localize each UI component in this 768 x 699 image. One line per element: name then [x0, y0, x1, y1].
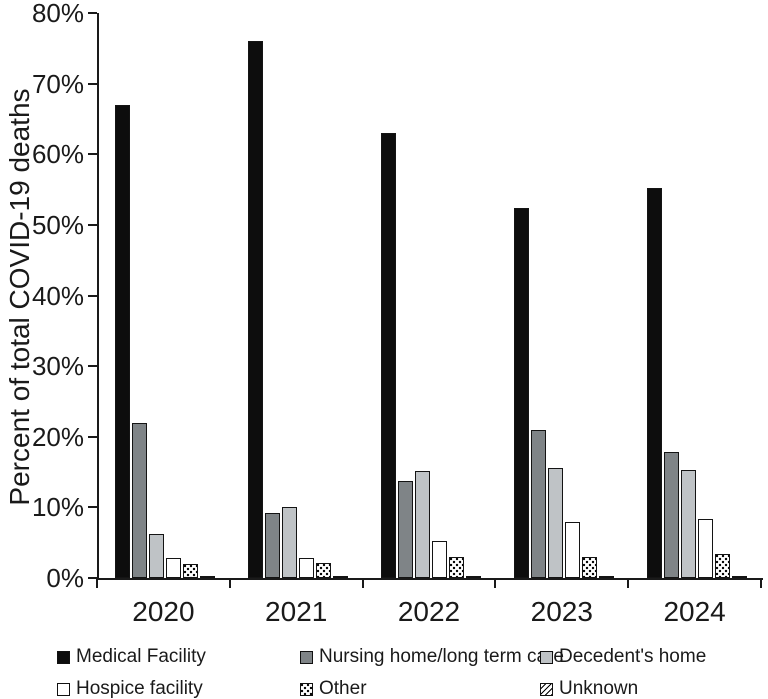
- legend-item-decedent-s-home: Decedent's home: [540, 646, 757, 668]
- x-axis-tick: [760, 578, 762, 588]
- y-axis-tick-label: 80%: [31, 0, 84, 28]
- legend-item-nursing-home-long-term-care: Nursing home/long term care: [300, 646, 564, 668]
- y-axis-tick: [88, 506, 97, 509]
- legend: Medical Facility Nursing home/long term c…: [57, 646, 757, 699]
- bar-decedent-s-home: [282, 507, 298, 578]
- bar-decedent-s-home: [680, 469, 696, 578]
- legend-swatch-icon: [540, 682, 553, 696]
- bar-group-2021: [232, 13, 365, 578]
- bar-nursing-home-long-term-care: [663, 452, 679, 578]
- bar-nursing-home-long-term-care: [265, 513, 281, 578]
- y-axis-tick-label: 10%: [31, 492, 84, 523]
- x-axis-category-label: 2020: [132, 596, 195, 627]
- bar-hospice-facility: [697, 518, 713, 578]
- legend-item-medical-facility: Medical Facility: [57, 646, 300, 668]
- bar-medical-facility: [380, 133, 396, 578]
- bar-hospice-facility: [166, 558, 182, 578]
- y-axis-tick: [88, 294, 97, 297]
- bar-decedent-s-home: [414, 471, 430, 578]
- y-axis-tick-label: 50%: [31, 209, 84, 240]
- legend-swatch-icon: [300, 682, 313, 696]
- legend-label: Other: [319, 678, 367, 699]
- bar-medical-facility: [646, 188, 662, 578]
- bar-nursing-home-long-term-care: [530, 429, 546, 578]
- bar-nursing-home-long-term-care: [397, 480, 413, 578]
- y-axis-tick-label: 60%: [31, 139, 84, 170]
- bar-group-2024: [630, 13, 763, 578]
- bar-hospice-facility: [431, 540, 447, 578]
- y-axis-tick: [88, 82, 97, 85]
- bar-decedent-s-home: [149, 533, 165, 578]
- y-axis-tick: [88, 12, 97, 14]
- legend-swatch-icon: [540, 650, 553, 664]
- legend-item-unknown: Unknown: [540, 678, 757, 699]
- bar-medical-facility: [513, 207, 529, 578]
- plot-area: [97, 13, 763, 580]
- legend-label: Unknown: [559, 678, 639, 699]
- bar-other: [448, 556, 464, 578]
- y-axis-tick-label: 70%: [31, 68, 84, 99]
- y-axis-tick: [88, 223, 97, 226]
- legend-swatch-icon: [57, 682, 70, 696]
- x-axis-category-label: 2023: [530, 596, 593, 627]
- bar-hospice-facility: [299, 557, 315, 578]
- bar-unknown: [333, 576, 349, 578]
- bar-group-2023: [497, 13, 630, 578]
- bar-medical-facility: [248, 41, 264, 578]
- legend-label: Medical Facility: [76, 646, 206, 667]
- x-axis-tick: [627, 578, 630, 588]
- legend-item-hospice-facility: Hospice facility: [57, 678, 300, 699]
- legend-item-other: Other: [300, 678, 540, 699]
- bar-unknown: [731, 576, 747, 578]
- y-axis-tick-label: 0%: [46, 563, 84, 593]
- legend-label: Hospice facility: [76, 678, 203, 699]
- x-axis-category-label: 2024: [663, 596, 726, 627]
- bar-decedent-s-home: [547, 467, 563, 578]
- bar-medical-facility: [115, 104, 131, 578]
- y-axis-tick: [88, 365, 97, 368]
- x-axis-tick: [96, 578, 98, 588]
- bar-nursing-home-long-term-care: [132, 422, 148, 578]
- bar-unknown: [200, 576, 216, 578]
- y-axis-tick-label: 30%: [31, 351, 84, 382]
- bar-other: [581, 556, 597, 578]
- x-axis-category-label: 2021: [265, 596, 328, 627]
- bar-other: [316, 563, 332, 578]
- x-axis-tick: [228, 578, 231, 588]
- legend-swatch-icon: [300, 650, 313, 664]
- y-axis-tick: [88, 435, 97, 438]
- legend-label: Nursing home/long term care: [319, 646, 564, 667]
- bar-hospice-facility: [564, 521, 580, 578]
- y-axis-tick-label: 20%: [31, 421, 84, 452]
- bar-unknown: [598, 576, 614, 578]
- x-axis-category-label: 2022: [397, 596, 461, 627]
- y-axis-tick: [88, 577, 97, 579]
- legend-swatch-icon: [57, 650, 70, 664]
- y-axis-tick: [88, 153, 97, 156]
- y-axis-tick-label: 40%: [31, 280, 84, 311]
- x-axis-tick: [361, 578, 364, 588]
- bar-other: [714, 554, 730, 578]
- legend-label: Decedent's home: [559, 646, 707, 667]
- bar-group-2022: [365, 13, 498, 578]
- x-axis-tick: [494, 578, 497, 588]
- bar-group-2020: [99, 13, 232, 578]
- bar-other: [183, 563, 199, 578]
- bar-unknown: [465, 575, 481, 578]
